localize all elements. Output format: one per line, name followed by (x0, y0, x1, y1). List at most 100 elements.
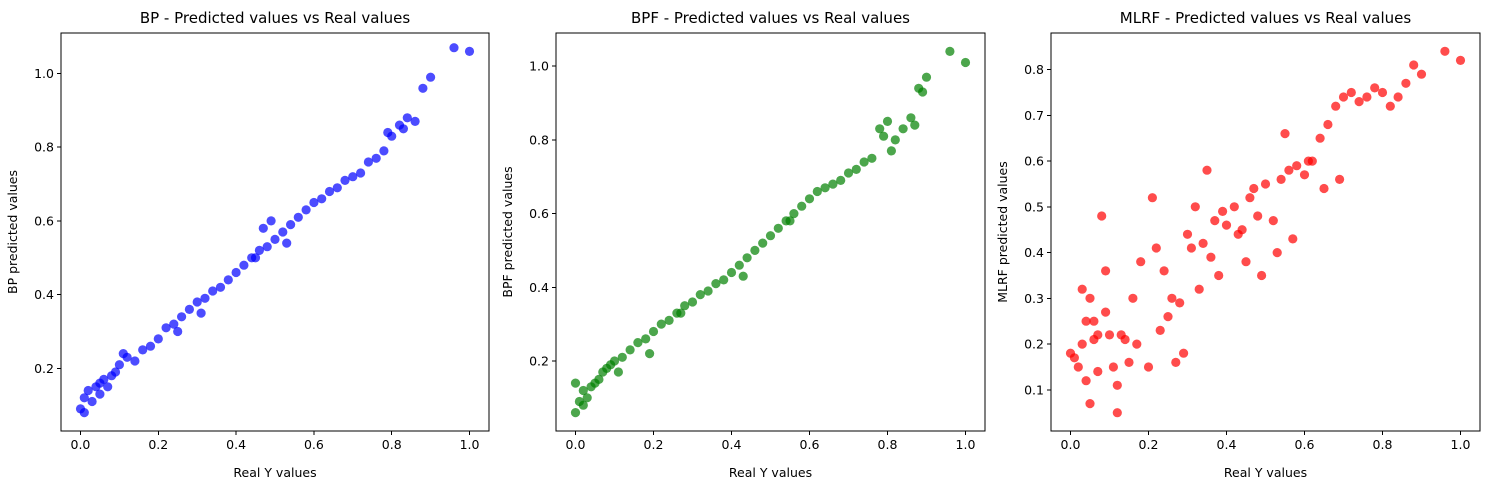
data-point (676, 308, 686, 318)
data-point (1073, 362, 1083, 372)
data-point (153, 334, 163, 344)
data-point (1323, 119, 1333, 130)
data-point (1354, 97, 1364, 107)
data-point (379, 146, 389, 156)
data-point (1085, 399, 1095, 409)
x-tick-label: 0.4 (226, 437, 246, 452)
data-point (79, 393, 89, 403)
data-point (1167, 293, 1177, 303)
x-tick-label: 0.0 (71, 437, 91, 452)
data-point (1155, 325, 1165, 335)
data-point (1175, 298, 1185, 308)
chart-title: BPF - Predicted values vs Real values (631, 9, 910, 27)
data-point (785, 216, 795, 226)
data-point (348, 172, 358, 182)
x-axis-label: Real Y values (233, 465, 316, 480)
data-point (1346, 87, 1356, 98)
data-point (250, 253, 261, 263)
data-point (1179, 348, 1189, 358)
y-tick-label: 0.2 (529, 353, 549, 368)
data-point (99, 374, 109, 384)
data-point (1077, 284, 1087, 294)
data-point (1385, 101, 1395, 111)
data-point (1260, 179, 1271, 189)
x-tick-label: 0.6 (304, 437, 324, 452)
data-point (1069, 353, 1079, 363)
data-point (1085, 293, 1095, 303)
data-point (1288, 234, 1298, 244)
data-point (664, 315, 674, 325)
data-point (918, 87, 928, 97)
data-point (95, 389, 105, 399)
y-tick-label: 1.0 (529, 59, 549, 74)
data-point (617, 352, 627, 362)
data-point (1409, 60, 1419, 70)
data-point (161, 323, 171, 333)
y-tick-label: 0.3 (1024, 291, 1044, 306)
data-point (138, 345, 148, 355)
data-point (641, 334, 651, 344)
data-point (758, 238, 768, 248)
data-point (1280, 129, 1290, 139)
chart-title: MLRF - Predicted values vs Real values (1120, 9, 1412, 27)
data-point (1210, 216, 1220, 226)
y-tick-label: 0.2 (1024, 337, 1044, 352)
data-point (921, 72, 932, 82)
data-point (286, 220, 296, 230)
data-point (402, 113, 412, 123)
data-point (726, 267, 737, 278)
data-point (1253, 211, 1263, 221)
data-point (1214, 270, 1224, 281)
data-point (812, 186, 822, 197)
data-point (282, 238, 292, 248)
data-point (1221, 220, 1232, 230)
data-point (114, 360, 124, 370)
data-point (570, 408, 581, 418)
data-point (836, 175, 846, 185)
data-point (750, 245, 760, 255)
data-point (317, 194, 327, 204)
data-point (910, 120, 920, 130)
data-point (867, 153, 877, 163)
data-point (262, 242, 272, 252)
data-point (1198, 238, 1208, 248)
x-tick-label: 1.0 (1451, 437, 1471, 452)
data-point (398, 124, 408, 134)
data-point (570, 378, 581, 388)
data-point (184, 304, 194, 314)
data-point (1206, 252, 1216, 262)
y-tick-label: 0.2 (34, 361, 54, 376)
data-point (594, 374, 604, 384)
data-point (278, 227, 288, 237)
data-point (1186, 243, 1196, 253)
data-point (1299, 170, 1310, 180)
data-point (645, 349, 655, 359)
data-point (258, 223, 268, 233)
data-point (231, 267, 241, 278)
data-point (1159, 266, 1169, 276)
data-point (851, 164, 861, 174)
x-tick-label: 0.6 (800, 437, 820, 452)
data-point (200, 293, 210, 303)
x-tick-label: 0.8 (878, 437, 898, 452)
x-tick-label: 0.2 (1139, 437, 1159, 452)
data-point (340, 175, 350, 185)
plot-frame (60, 32, 490, 432)
data-point (1319, 183, 1329, 194)
data-point (1112, 408, 1122, 418)
data-point (1377, 87, 1388, 98)
data-point (1093, 366, 1103, 377)
x-tick-label: 0.8 (1373, 437, 1393, 452)
data-point (464, 46, 475, 57)
data-point (1362, 92, 1372, 102)
data-point (1218, 206, 1228, 216)
data-point (613, 367, 624, 377)
data-point (797, 201, 807, 211)
data-point (648, 326, 659, 337)
data-point (1147, 193, 1157, 203)
data-point (886, 146, 897, 156)
y-axis-label: BP predicted values (5, 170, 20, 294)
data-point (1104, 330, 1115, 340)
